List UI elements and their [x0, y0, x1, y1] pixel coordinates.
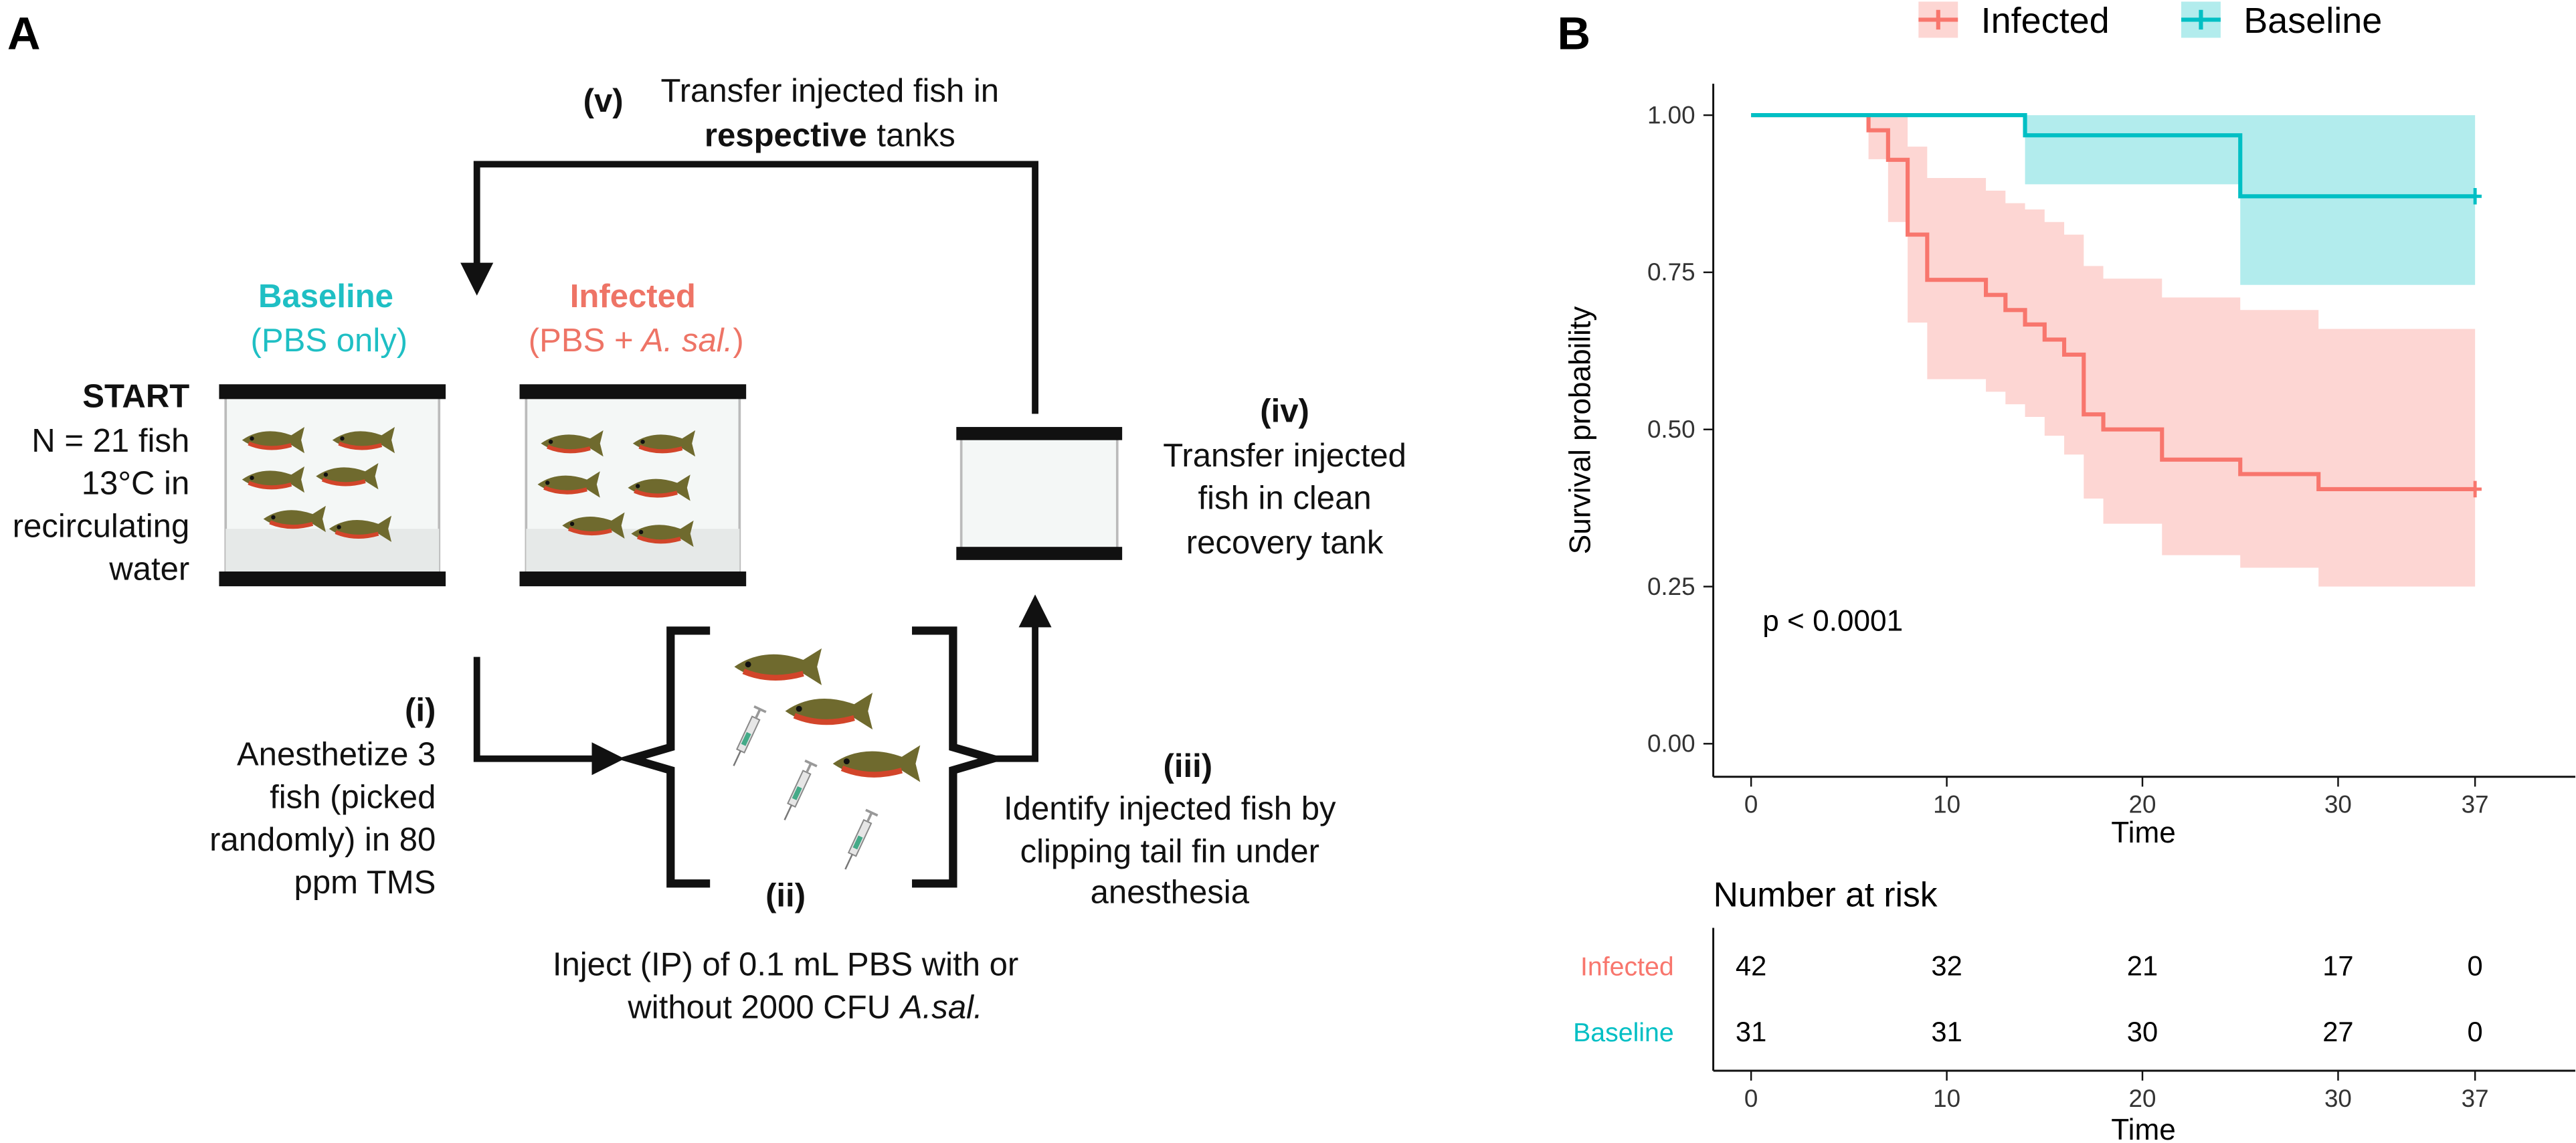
bracket [616, 626, 711, 888]
risk-row-label: Baseline [1573, 1018, 1674, 1047]
step-text: anesthesia [1091, 875, 1250, 911]
text: without 2000 CFU [627, 989, 891, 1025]
step-text: ppm TMS [294, 865, 436, 901]
step-text: Anesthetize 3 [237, 737, 436, 773]
risk-value: 0 [2468, 1016, 2483, 1047]
risk-table-title: Number at risk [1714, 875, 1938, 914]
risk-value: 31 [1736, 1016, 1766, 1047]
arrow [473, 656, 625, 776]
tank [519, 384, 747, 587]
survival-curve [1751, 113, 2476, 492]
risk-x-tick-label: 37 [2462, 1085, 2489, 1112]
text: ) [733, 323, 743, 359]
risk-value: 21 [2127, 950, 2158, 982]
recovery-tank [956, 427, 1123, 560]
group-desc: (PBS + A. sal.) [529, 323, 744, 359]
text: tanks [877, 117, 955, 153]
step-text: recovery tank [1186, 525, 1384, 561]
risk-x-axis-label: Time [2111, 1114, 2175, 1143]
censor-mark [2468, 188, 2482, 205]
start-text: recirculating [13, 508, 190, 544]
risk-x-tick-label: 30 [2324, 1085, 2352, 1112]
risk-row-label: Infected [1580, 952, 1674, 982]
step-label: (v) [583, 83, 624, 119]
y-tick-label: 1.00 [1647, 101, 1695, 128]
risk-x-tick-label: 20 [2129, 1085, 2156, 1112]
step-text: respective tanks [705, 117, 955, 153]
start-title: START [82, 379, 189, 415]
y-tick-label: 0.50 [1647, 416, 1695, 443]
y-tick-label: 0.00 [1647, 730, 1695, 758]
risk-value: 31 [1931, 1016, 1962, 1047]
step-text: fish (picked [270, 779, 436, 815]
risk-value: 30 [2127, 1016, 2158, 1047]
step-text: fish in clean [1198, 480, 1372, 517]
group-name: Infected [570, 278, 696, 315]
censor-mark [2468, 480, 2482, 498]
x-tick-label: 0 [1744, 791, 1758, 818]
risk-x-tick-label: 10 [1933, 1085, 1960, 1112]
legend-line [2181, 9, 2221, 30]
step-text: Transfer injected [1163, 438, 1406, 474]
arrow [460, 161, 1038, 414]
group-name: Baseline [258, 278, 393, 315]
arrow [986, 594, 1052, 762]
risk-value: 0 [2468, 950, 2483, 982]
group-desc: (PBS only) [251, 323, 408, 359]
legend-line [1918, 9, 1958, 30]
y-axis-label: Survival probability [1564, 306, 1597, 555]
x-axis-label: Time [2111, 816, 2175, 849]
italic-text: A. sal. [640, 323, 733, 359]
bold-text: respective [705, 117, 867, 153]
legend-label: Infected [1981, 1, 2110, 41]
risk-value: 42 [1736, 950, 1766, 982]
x-tick-label: 10 [1933, 791, 1960, 818]
y-tick-label: 0.75 [1647, 258, 1695, 286]
legend-label: Baseline [2243, 1, 2382, 41]
risk-value: 32 [1931, 950, 1962, 982]
bracket [912, 626, 1008, 888]
start-text: water [108, 551, 189, 587]
y-tick-label: 0.25 [1647, 573, 1695, 600]
step-text: Identify injected fish by [1004, 791, 1336, 827]
step-label: (ii) [765, 878, 806, 914]
step-label: (iii) [1164, 748, 1213, 784]
risk-value: 17 [2322, 950, 2353, 982]
survival-curve [1751, 113, 2476, 199]
step-text: Inject (IP) of 0.1 mL PBS with or [553, 947, 1018, 983]
annotation: p < 0.0001 [1762, 604, 1903, 637]
confidence-band [1751, 115, 2476, 285]
fish-and-syringes [726, 648, 921, 873]
step-label: (iv) [1260, 393, 1309, 430]
step-label: (i) [405, 692, 436, 728]
step-text: randomly) in 80 [209, 822, 436, 858]
panel-label: A [7, 8, 41, 60]
text: (PBS + [529, 323, 634, 359]
step-text: clipping tail fin under [1020, 833, 1319, 869]
panel-label: B [1557, 8, 1590, 60]
italic-text: A.sal. [899, 989, 983, 1025]
risk-x-tick-label: 0 [1744, 1085, 1758, 1112]
start-text: N = 21 fish [31, 423, 189, 459]
step-text: Transfer injected fish in [661, 73, 1000, 109]
start-text: 13°C in [82, 466, 189, 502]
x-tick-label: 30 [2324, 791, 2352, 818]
risk-value: 27 [2322, 1016, 2353, 1047]
step-text: without 2000 CFU A.sal. [627, 989, 982, 1025]
x-tick-label: 37 [2462, 791, 2489, 818]
tank [219, 384, 446, 587]
x-tick-label: 20 [2129, 791, 2156, 818]
confidence-band [1751, 115, 2476, 587]
